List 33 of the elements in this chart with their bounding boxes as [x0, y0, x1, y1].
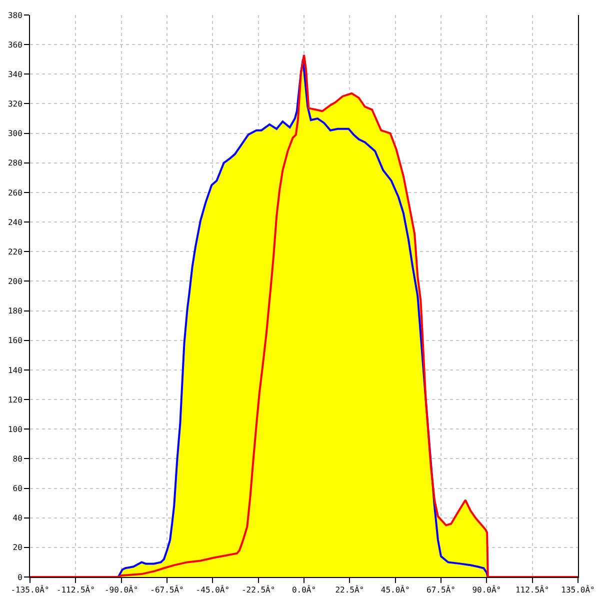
y-tick-label: 40: [12, 514, 23, 523]
x-tick-label: -22.5Â°: [241, 584, 276, 595]
x-tick-label: -45.0Â°: [196, 584, 230, 595]
x-tick-label: 22.5Â°: [335, 584, 364, 595]
y-tick-label: 220: [8, 247, 23, 256]
x-tick-label: -90.0Â°: [104, 584, 138, 595]
x-tick-label: 45.0Â°: [380, 584, 410, 595]
y-tick-label: 140: [8, 366, 23, 375]
y-tick-label: 200: [8, 277, 23, 286]
y-tick-label: 80: [12, 454, 23, 464]
y-tick-label: 360: [8, 40, 23, 50]
y-tick-label: 280: [8, 158, 23, 168]
x-tick-label: -67.5Â°: [150, 584, 184, 595]
x-tick-label: 90.0Â°: [472, 584, 502, 595]
y-tick-label: 260: [8, 188, 23, 198]
x-tick-label: -112.5Â°: [56, 584, 95, 595]
y-tick-label: 60: [12, 484, 23, 494]
y-tick-label: 160: [8, 336, 23, 346]
y-tick-label: 100: [8, 424, 23, 434]
y-tick-label: 120: [8, 395, 23, 404]
y-tick-label: 380: [8, 10, 23, 20]
y-tick-label: 300: [8, 129, 23, 138]
y-tick-label: 240: [8, 218, 23, 227]
x-tick-label: 0.0Â°: [292, 584, 316, 595]
x-tick-label: 135.0Â°: [561, 584, 595, 595]
y-tick-label: 340: [8, 70, 23, 79]
y-tick-label: 0: [18, 572, 23, 582]
y-tick-label: 320: [8, 100, 23, 109]
x-tick-label: 112.5Â°: [515, 584, 550, 595]
y-tick-label: 20: [12, 543, 23, 552]
x-tick-label: -135.0Â°: [10, 584, 50, 595]
y-tick-label: 180: [8, 306, 23, 316]
x-tick-label: 67.5Â°: [426, 584, 456, 595]
